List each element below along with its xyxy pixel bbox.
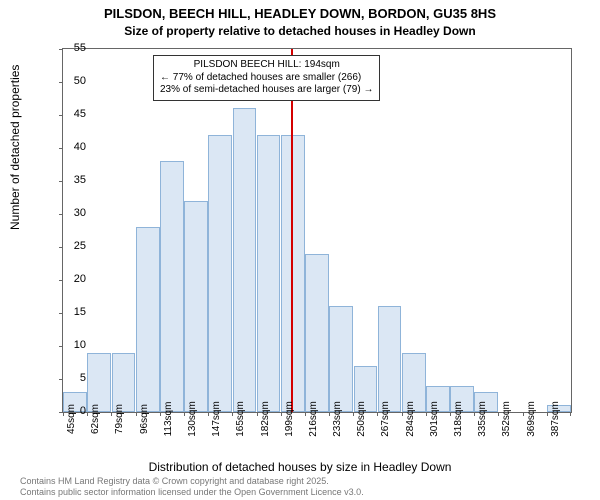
- x-tick: [353, 412, 354, 416]
- y-tick-label: 5: [62, 372, 86, 384]
- y-tick-label: 20: [62, 273, 86, 285]
- y-tick-label: 30: [62, 207, 86, 219]
- x-tick: [87, 412, 88, 416]
- x-tick: [281, 412, 282, 416]
- x-tick-label: 199sqm: [284, 401, 295, 437]
- marker-line: [291, 49, 293, 412]
- x-tick-label: 387sqm: [550, 401, 561, 437]
- title-line-1: PILSDON, BEECH HILL, HEADLEY DOWN, BORDO…: [104, 6, 496, 21]
- annotation-box: PILSDON BEECH HILL: 194sqm← 77% of detac…: [153, 55, 380, 101]
- y-tick-label: 15: [62, 306, 86, 318]
- x-tick: [570, 412, 571, 416]
- y-tick-label: 45: [62, 108, 86, 120]
- histogram-bar: [208, 135, 232, 412]
- x-tick: [184, 412, 185, 416]
- x-tick-label: 165sqm: [235, 401, 246, 437]
- x-tick-label: 267sqm: [380, 401, 391, 437]
- footer-attribution: Contains HM Land Registry data © Crown c…: [20, 476, 364, 498]
- x-tick-label: 45sqm: [66, 404, 77, 434]
- y-tick-label: 35: [62, 174, 86, 186]
- histogram-bar: [184, 201, 208, 412]
- histogram-bar: [329, 306, 353, 412]
- histogram-bar: [378, 306, 402, 412]
- x-tick: [232, 412, 233, 416]
- histogram-bar: [233, 108, 257, 412]
- x-tick-label: 233sqm: [332, 401, 343, 437]
- histogram-bar: [305, 254, 329, 412]
- x-tick-label: 147sqm: [211, 401, 222, 437]
- x-tick: [547, 412, 548, 416]
- annotation-line-2: ← 77% of detached houses are smaller (26…: [160, 72, 373, 85]
- x-tick-label: 301sqm: [429, 401, 440, 437]
- x-tick-label: 318sqm: [453, 401, 464, 437]
- x-tick-label: 284sqm: [405, 401, 416, 437]
- y-axis-label: Number of detached properties: [8, 65, 22, 230]
- x-tick: [523, 412, 524, 416]
- x-tick: [377, 412, 378, 416]
- x-tick-label: 250sqm: [356, 401, 367, 437]
- x-axis-label: Distribution of detached houses by size …: [0, 460, 600, 474]
- x-tick: [136, 412, 137, 416]
- y-tick-label: 55: [62, 42, 86, 54]
- annotation-line-1: PILSDON BEECH HILL: 194sqm: [160, 59, 373, 72]
- y-tick-label: 50: [62, 75, 86, 87]
- footer-line-2: Contains public sector information licen…: [20, 487, 364, 497]
- x-tick-label: 96sqm: [139, 404, 150, 434]
- x-tick: [450, 412, 451, 416]
- x-tick-label: 335sqm: [477, 401, 488, 437]
- x-tick: [305, 412, 306, 416]
- y-tick-label: 40: [62, 141, 86, 153]
- x-tick: [402, 412, 403, 416]
- x-tick-label: 182sqm: [260, 401, 271, 437]
- footer-line-1: Contains HM Land Registry data © Crown c…: [20, 476, 329, 486]
- x-tick-label: 352sqm: [501, 401, 512, 437]
- title-line-2: Size of property relative to detached ho…: [124, 24, 475, 42]
- x-tick: [426, 412, 427, 416]
- y-tick-label: 25: [62, 240, 86, 252]
- x-tick: [329, 412, 330, 416]
- x-tick: [208, 412, 209, 416]
- y-tick-label: 10: [62, 339, 86, 351]
- x-tick-label: 216sqm: [308, 401, 319, 437]
- histogram-bar: [136, 227, 160, 412]
- x-tick-label: 130sqm: [187, 401, 198, 437]
- x-tick-label: 369sqm: [526, 401, 537, 437]
- x-tick: [498, 412, 499, 416]
- histogram-bar: [160, 161, 184, 412]
- x-tick: [257, 412, 258, 416]
- x-tick-label: 113sqm: [163, 402, 174, 437]
- annotation-line-3: 23% of semi-detached houses are larger (…: [160, 84, 373, 97]
- x-tick-label: 79sqm: [114, 404, 125, 434]
- histogram-bar: [257, 135, 281, 412]
- x-tick: [474, 412, 475, 416]
- x-tick-label: 62sqm: [90, 404, 101, 434]
- plot-area: PILSDON BEECH HILL: 194sqm← 77% of detac…: [62, 48, 572, 413]
- x-tick: [160, 412, 161, 416]
- x-tick: [111, 412, 112, 416]
- chart-title: PILSDON, BEECH HILL, HEADLEY DOWN, BORDO…: [0, 0, 600, 40]
